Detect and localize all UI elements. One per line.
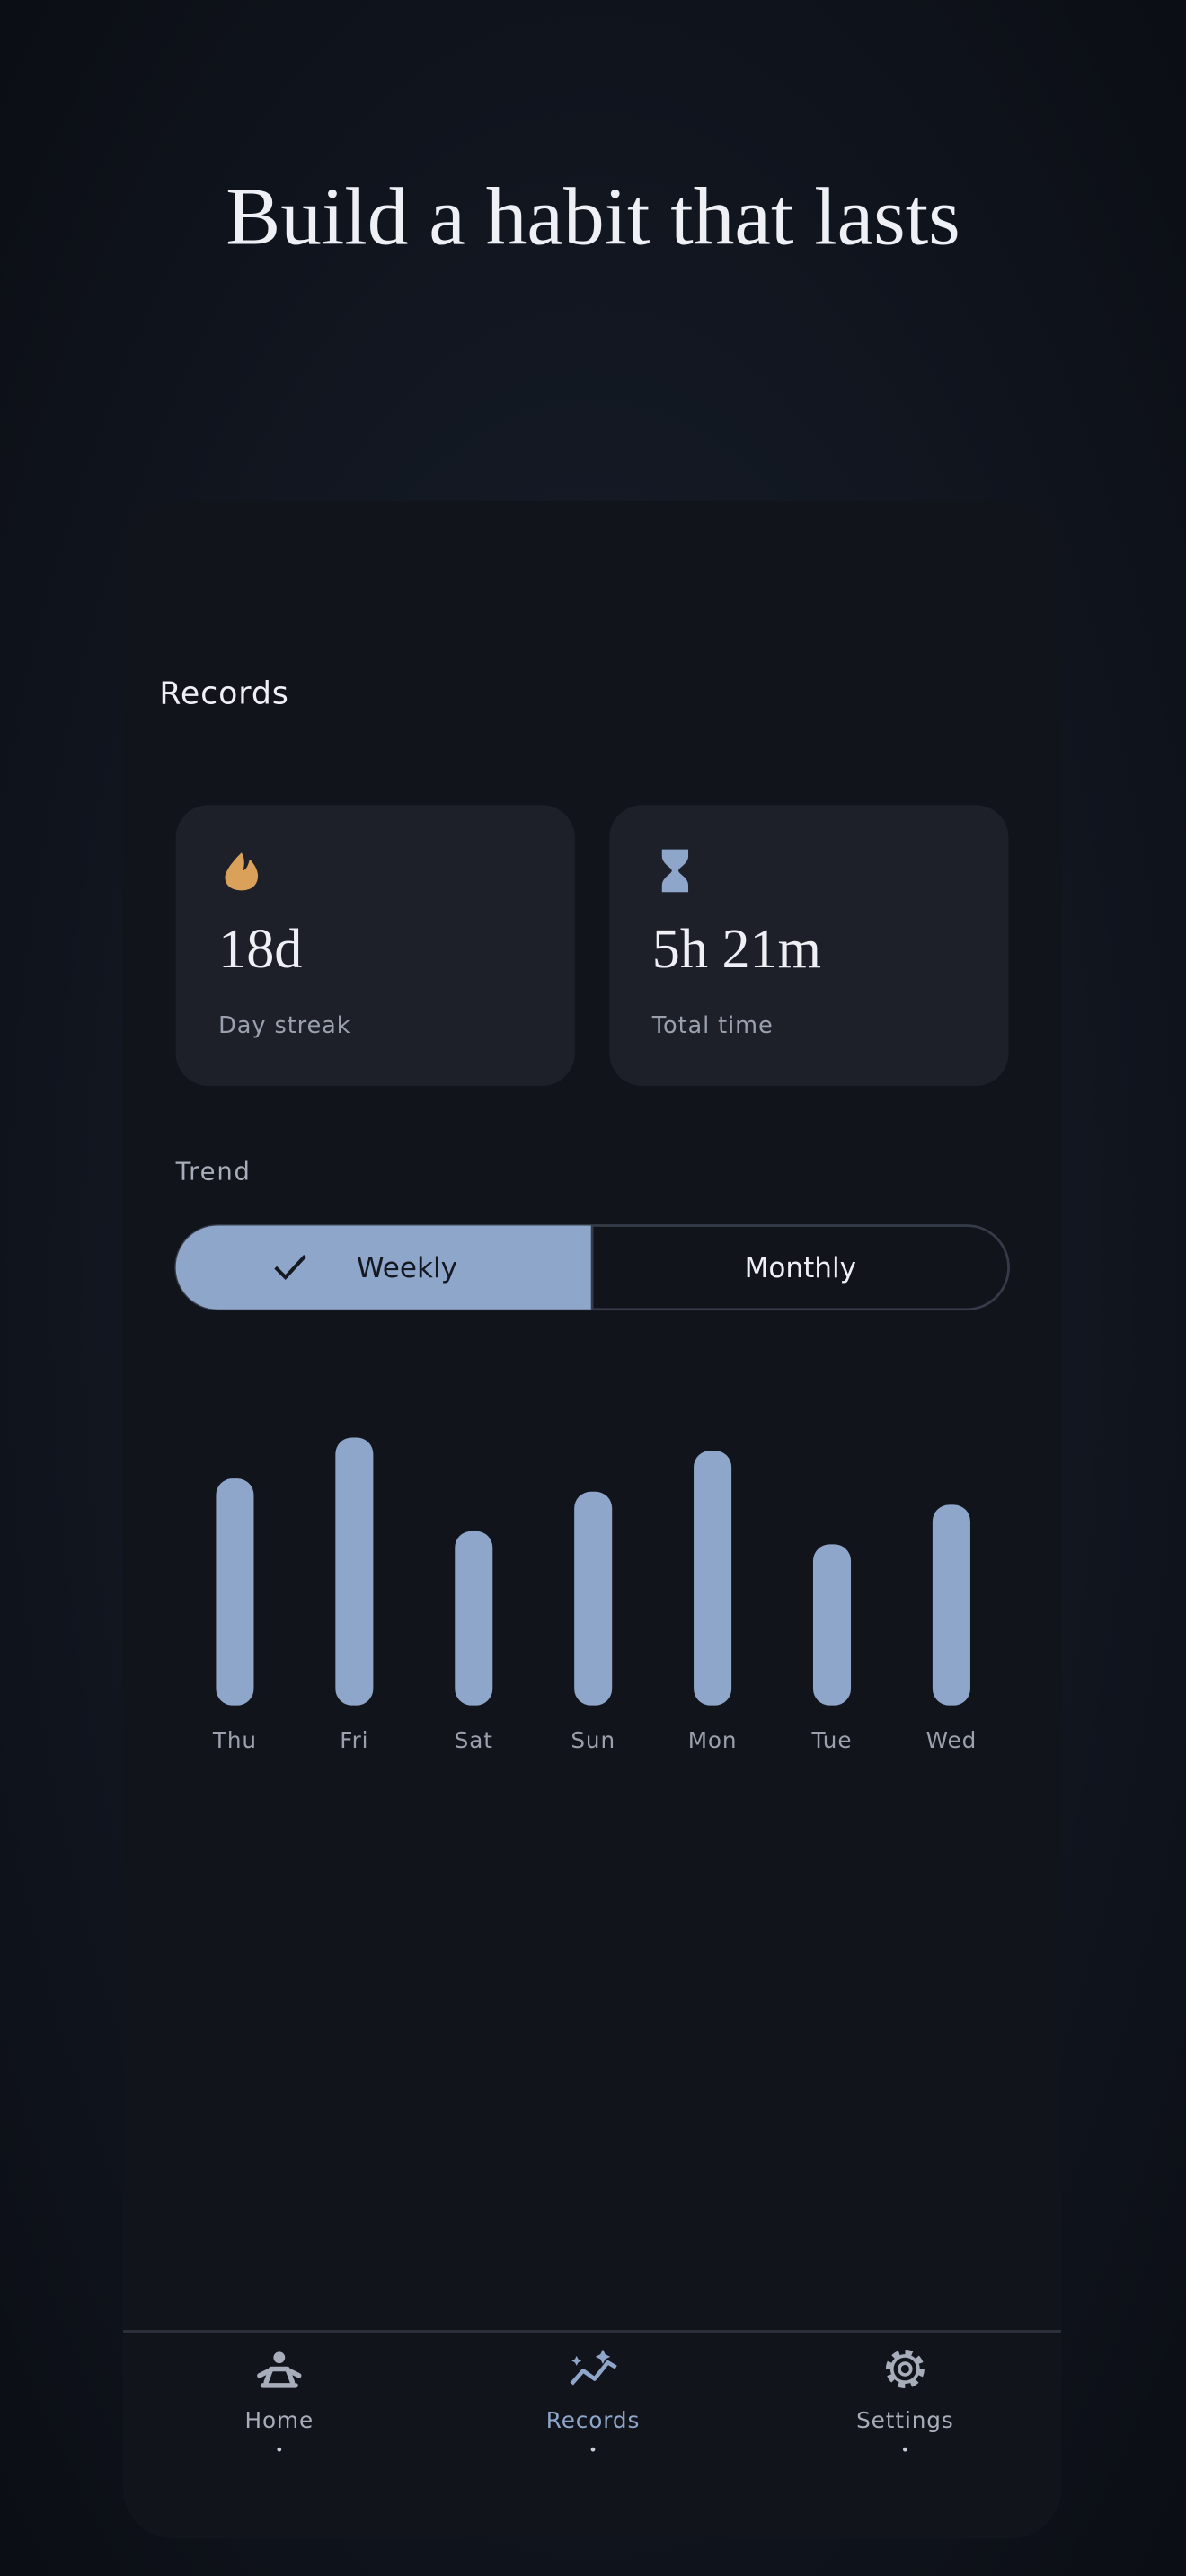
nav-item[interactable]: Settings: [856, 2350, 953, 2452]
toggle-label: Monthly: [745, 1252, 856, 1284]
nav-item[interactable]: Home: [245, 2351, 314, 2452]
x-tick-label: Fri: [340, 1727, 368, 1753]
toggle-option[interactable]: Monthly: [745, 1252, 856, 1284]
screen-title: Records: [159, 676, 288, 712]
bottom-nav: Home Records Settings: [245, 2349, 953, 2452]
x-tick-label: Tue: [811, 1727, 853, 1753]
nav-dot: [590, 2447, 596, 2452]
bar: [812, 1544, 852, 1706]
stat-label: Total time: [651, 1012, 774, 1039]
nav-label: Records: [546, 2407, 640, 2433]
bar: [455, 1531, 493, 1706]
toggle-option[interactable]: Weekly: [175, 1225, 593, 1310]
nav-dot: [277, 2447, 282, 2452]
bar: [574, 1491, 613, 1706]
bar: [694, 1451, 732, 1706]
nav-dot: [902, 2447, 907, 2452]
bar: [335, 1437, 374, 1706]
nav-icon: [257, 2366, 302, 2388]
bar: [932, 1504, 970, 1706]
toggle: Weekly Monthly: [174, 1224, 1010, 1311]
nav-icon: [571, 2349, 611, 2366]
nav-icon: [885, 2350, 925, 2389]
section-title: Trend: [175, 1158, 252, 1186]
x-tick-label: Sun: [571, 1727, 615, 1753]
nav-icon: [570, 2360, 617, 2386]
bar: [216, 1478, 254, 1706]
stat-label: Day streak: [218, 1012, 350, 1039]
nav-icon: [890, 2354, 920, 2384]
nav-item[interactable]: Records: [546, 2349, 640, 2452]
check-icon: [274, 1254, 307, 1281]
headline: Build a habit that lasts: [226, 172, 960, 262]
x-tick-label: Mon: [688, 1727, 738, 1753]
x-tick-label: Thu: [212, 1727, 257, 1753]
flame-icon: [225, 852, 259, 891]
toggle-label: Weekly: [357, 1252, 457, 1284]
nav-label: Settings: [856, 2407, 953, 2433]
x-tick-label: Wed: [926, 1727, 978, 1753]
stat-card: [609, 805, 1009, 1087]
nav-icon: [898, 2361, 913, 2377]
hourglass-icon: [661, 849, 689, 893]
nav-icon: [273, 2351, 286, 2364]
nav-label: Home: [245, 2407, 314, 2433]
stat-value: 5h 21m: [652, 919, 821, 980]
stat-value: 18d: [218, 919, 302, 980]
stat-card: [175, 805, 575, 1087]
toggle-selected-bg: [175, 1225, 593, 1310]
x-tick-label: Sat: [455, 1727, 493, 1753]
